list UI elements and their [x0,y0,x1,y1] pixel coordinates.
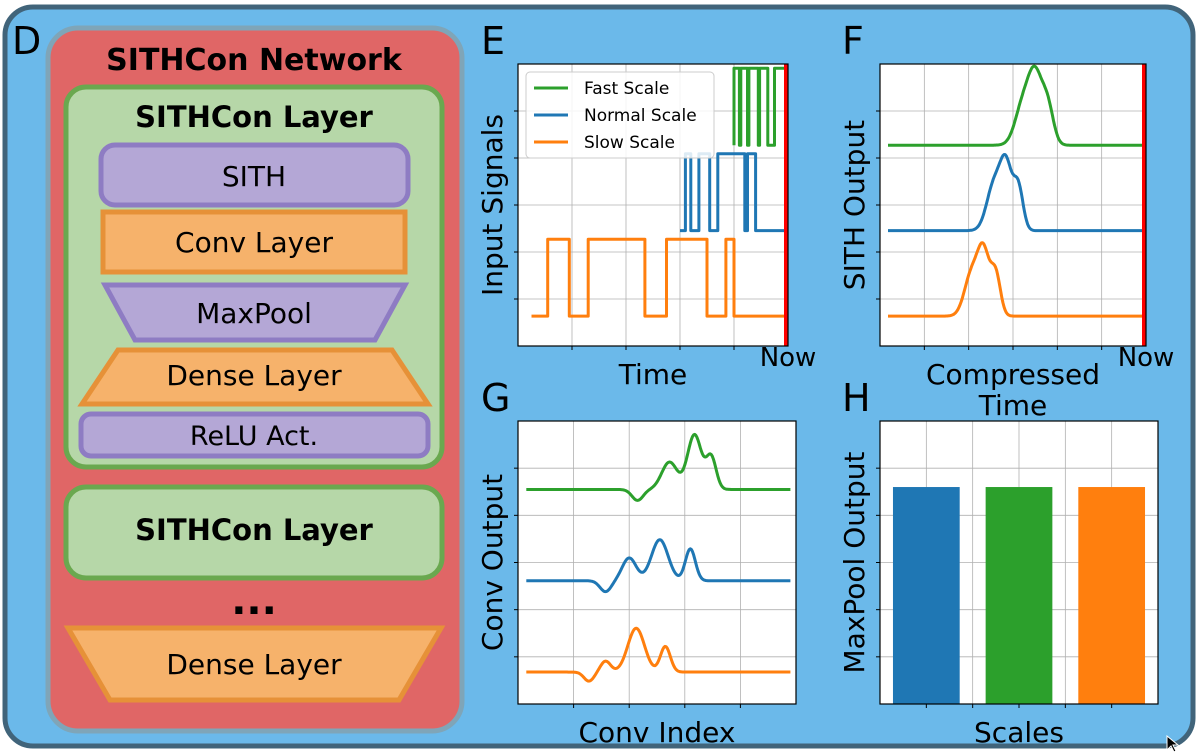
panel-letter-d: D [12,19,41,63]
series-line-fast-scale [525,432,791,502]
bar-fast-scale [985,487,1053,704]
legend-entry: Normal Scale [584,106,697,126]
series-line-slow-scale [887,241,1147,318]
series-line-normal-scale [887,153,1147,233]
series-line-slow-scale [525,626,791,683]
sithcon-layer-2-title: SITHCon Layer [135,513,373,547]
sithcon-layer-1-title: SITHCon Layer [135,100,373,134]
y-axis-label: MaxPool Output [838,451,871,673]
bar-slow-scale [1078,487,1146,704]
ellipsis: ... [231,578,277,624]
network-title: SITHCon Network [106,43,403,78]
x-axis-label: Time [978,389,1048,422]
conv-layer-block [100,209,408,275]
x-axis-label: Compressed [926,358,1100,391]
relu-block-label: ReLU Act. [190,421,318,452]
final-dense-layer-block [63,625,446,703]
sithcon-layer-2 [63,484,445,581]
legend: Fast Scale Normal Scale Slow Scale [525,71,715,159]
x-axis-label: Scales [974,716,1064,749]
panel-letter-g: G [481,376,510,420]
plot-border [517,420,797,705]
series-line-normal-scale [525,538,791,594]
panel-letter-e: E [481,19,505,63]
now-label: Now [1118,343,1175,373]
dense-layer-block [77,347,433,407]
mouse-cursor-icon [1166,735,1180,753]
maxpool-block [100,282,410,343]
sith-block-label: SITH [222,160,286,193]
plot-border [879,420,1159,705]
y-axis-label: Input Signals [476,114,509,296]
chart-conv-output: Conv Index Conv Output [476,420,797,749]
legend-entry: Fast Scale [584,79,669,99]
y-axis-label: SITH Output [838,120,871,290]
panel-letter-h: H [842,376,871,420]
chart-maxpool-output: Scales MaxPool Output [838,420,1159,749]
legend-box [525,71,715,159]
dense-layer-block-label: Dense Layer [166,359,342,392]
conv-layer-block-label: Conv Layer [175,226,333,259]
now-label: Now [760,343,817,373]
series-line-fast-scale [732,66,786,147]
bar-normal-scale [892,487,960,704]
x-axis-label: Conv Index [579,716,736,749]
x-axis-label: Time [618,358,688,391]
plot-border [517,63,789,347]
series-line-slow-scale [531,237,786,318]
plot-border [879,63,1147,347]
final-dense-layer-label: Dense Layer [166,648,342,681]
legend-entry: Slow Scale [584,133,675,153]
y-axis-label: Conv Output [476,474,509,651]
maxpool-block-label: MaxPool [196,297,312,330]
relu-block [78,411,431,459]
series-line-fast-scale [887,64,1147,147]
sith-block [98,142,411,208]
panel-letter-f: F [842,19,864,63]
chart-input-signals: Now Fast Scale Normal Scale Slow Scale Time I… [476,63,817,391]
